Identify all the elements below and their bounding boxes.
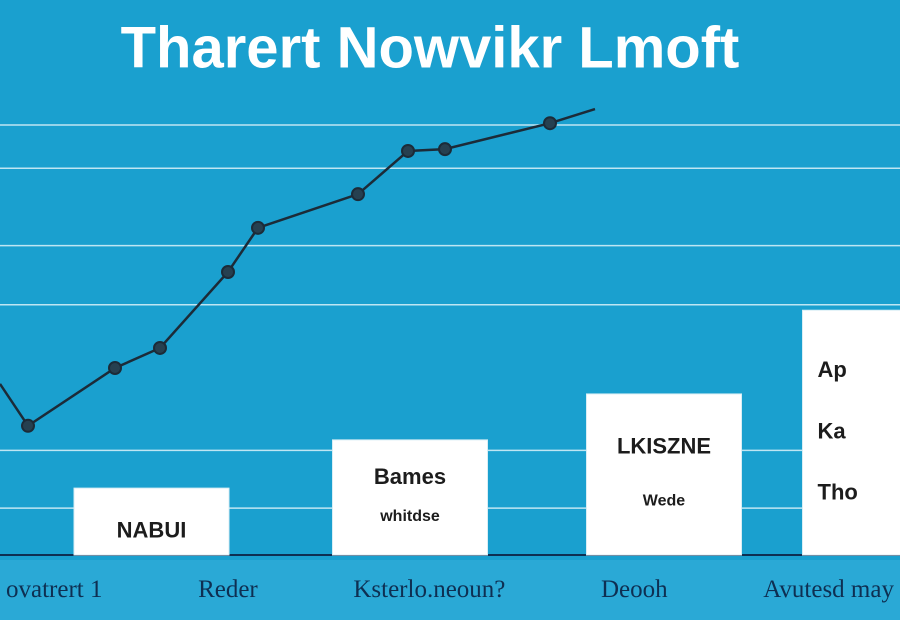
line-marker bbox=[438, 142, 452, 157]
bar-label: whitdse bbox=[379, 508, 440, 525]
bar-label: Bames bbox=[374, 464, 446, 489]
category-label: Ksterlo.neoun? bbox=[353, 576, 506, 603]
chart: Tharert Nowvikr Lmoft NABUI Bames whitdse L… bbox=[0, 15, 900, 556]
bar-label: LKISZNE bbox=[617, 433, 711, 458]
category-label: Reder bbox=[198, 576, 258, 603]
bar-label: Ap bbox=[818, 357, 847, 382]
category-label: Deooh bbox=[600, 576, 668, 603]
bar-label: NABUI bbox=[117, 517, 187, 542]
category-label: ovatrert 1 bbox=[6, 576, 103, 603]
bar bbox=[586, 393, 742, 556]
category-label: Avutesd may bbox=[763, 576, 894, 603]
bar-label: Tho bbox=[818, 480, 858, 505]
bar-label: Ka bbox=[818, 418, 847, 443]
line-marker bbox=[401, 143, 415, 158]
line-marker bbox=[251, 220, 265, 235]
line-marker bbox=[221, 264, 235, 279]
line-marker bbox=[21, 418, 35, 433]
line-marker bbox=[351, 187, 365, 202]
line-marker bbox=[543, 116, 557, 131]
chart-title: Tharert Nowvikr Lmoft bbox=[121, 15, 740, 80]
bar bbox=[332, 439, 488, 556]
line-marker bbox=[153, 340, 167, 355]
category-row: ovatrert 1 Reder Ksterlo.neoun? Deooh Avutes… bbox=[0, 560, 900, 620]
bar-label: Wede bbox=[643, 493, 685, 510]
bar bbox=[802, 309, 900, 556]
bar bbox=[73, 487, 230, 556]
line-marker bbox=[108, 360, 122, 375]
